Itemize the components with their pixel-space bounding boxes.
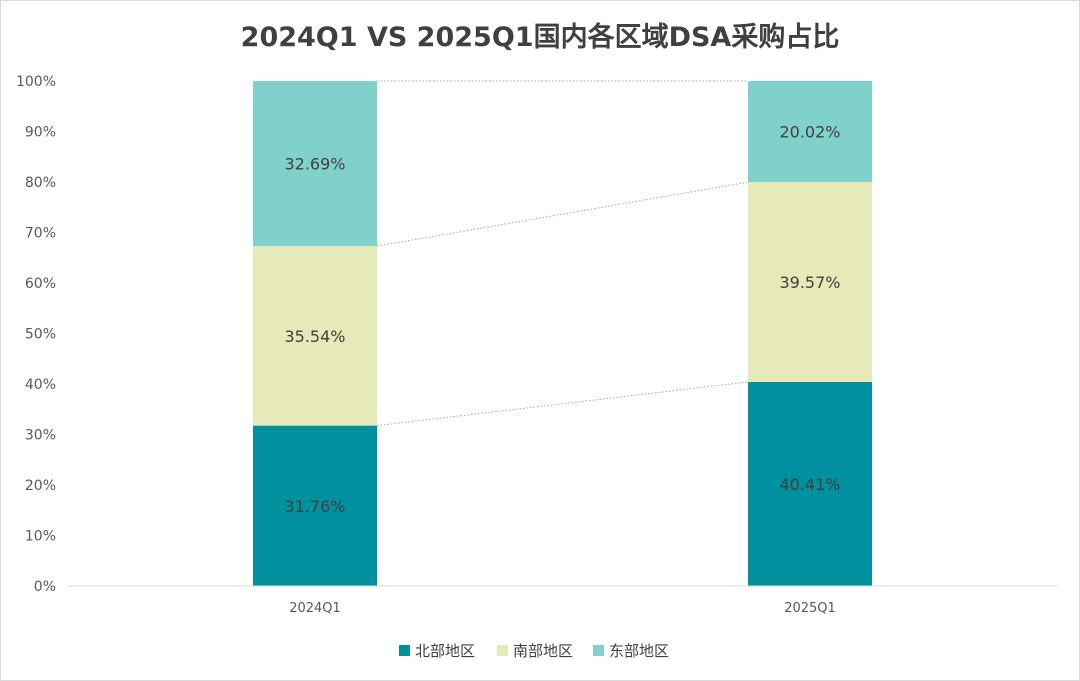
legend-label: 北部地区	[415, 642, 475, 660]
y-tick-label: 0%	[34, 579, 56, 595]
y-tick-label: 50%	[25, 327, 56, 343]
bars: 31.76% 35.54% 32.69% 40.41% 39.57% 20.02%	[253, 81, 872, 586]
series-line	[376, 181, 749, 247]
bar-segment	[253, 425, 377, 586]
bar-segment	[748, 81, 872, 183]
series-line	[376, 381, 749, 427]
bar-segment	[748, 381, 872, 586]
y-tick-label: 20%	[25, 478, 56, 494]
x-tick-label: 2025Q1	[784, 601, 836, 616]
data-label: 35.54%	[284, 327, 345, 346]
y-axis: 0% 10% 20% 30% 40% 50% 60% 70% 80% 90% 100%	[16, 74, 56, 595]
y-tick-label: 70%	[25, 226, 56, 242]
data-label: 32.69%	[284, 155, 345, 174]
bar-segment	[748, 182, 872, 382]
y-tick-label: 80%	[25, 175, 56, 191]
x-axis: 2024Q1 2025Q1	[289, 601, 836, 616]
legend-swatch	[497, 645, 508, 656]
bar-segment	[253, 81, 377, 247]
y-tick-label: 100%	[16, 74, 56, 90]
legend-label: 东部地区	[609, 642, 669, 660]
data-label: 20.02%	[779, 123, 840, 142]
y-tick-label: 30%	[25, 428, 56, 444]
legend: 北部地区 南部地区 东部地区	[399, 642, 669, 660]
series-lines	[376, 80, 749, 427]
y-tick-label: 60%	[25, 276, 56, 292]
chart-title: 2024Q1 VS 2025Q1国内各区域DSA采购占比	[241, 21, 840, 53]
legend-swatch	[593, 645, 604, 656]
y-tick-label: 40%	[25, 377, 56, 393]
y-tick-label: 10%	[25, 529, 56, 545]
data-label: 39.57%	[779, 273, 840, 292]
data-label: 40.41%	[779, 475, 840, 494]
legend-swatch	[399, 645, 410, 656]
data-label: 31.76%	[284, 497, 345, 516]
x-tick-label: 2024Q1	[289, 601, 341, 616]
bar-segment	[253, 246, 377, 426]
legend-label: 南部地区	[513, 642, 573, 660]
y-tick-label: 90%	[25, 125, 56, 141]
